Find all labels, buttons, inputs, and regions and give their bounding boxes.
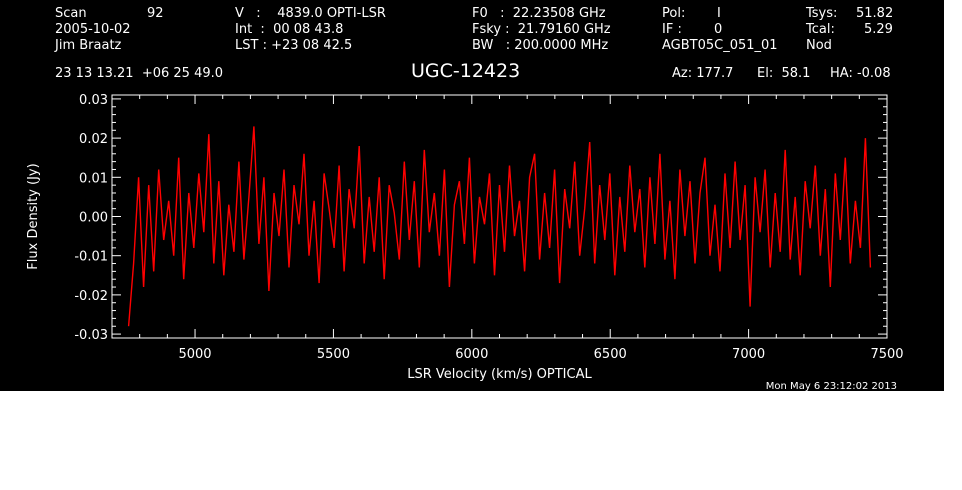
x-axis-label: LSR Velocity (km/s) OPTICAL [407, 367, 592, 382]
y-axis-label: Flux Density (Jy) [26, 163, 41, 269]
hour-angle: HA: -0.08 [830, 66, 891, 81]
scan-label: Scan [55, 6, 87, 21]
x-tick-label: 7000 [732, 347, 765, 362]
tcal-label: Tcal: [806, 22, 835, 37]
pol-value: I [717, 6, 721, 21]
y-tick-label: -0.01 [74, 250, 108, 265]
source-coordinates: 23 13 13.21 +06 25 49.0 [55, 66, 224, 81]
project-id: AGBT05C_051_01 [662, 38, 778, 53]
x-tick-label: 7500 [870, 347, 903, 362]
if-value: 0 [714, 22, 723, 37]
velocity-line: V : 4839.0 OPTI-LSR [235, 6, 386, 21]
scan-value: 92 [147, 6, 164, 21]
elevation: El: 58.1 [757, 66, 811, 81]
y-tick-label: -0.03 [74, 328, 108, 343]
spectrum-chart: 5000 5500 6000 6500 7000 7500 -0.03 -0.02 -0.01 0… [26, 93, 904, 391]
pol-label: Pol: [662, 6, 686, 21]
observation-date: 2005-10-02 [55, 22, 131, 37]
y-tick-label: 0.02 [79, 132, 108, 147]
tsys-value: 51.82 [856, 6, 894, 21]
bandwidth-line: BW : 200.0000 MHz [472, 38, 609, 53]
spectrum-series-line [127, 126, 872, 327]
if-label: IF : [662, 22, 682, 37]
y-tick-label: -0.02 [74, 289, 108, 304]
series-layer [127, 126, 872, 327]
observer-name: Jim Braatz [55, 38, 122, 53]
x-tick-label: 6500 [594, 347, 627, 362]
plot-panel: Scan 92 2005-10-02 Jim Braatz V : 4839.0… [0, 0, 944, 391]
azimuth: Az: 177.7 [672, 66, 734, 81]
x-tick-label: 6000 [455, 347, 488, 362]
y-tick-label: 0.01 [79, 171, 108, 186]
f0-line: F0 : 22.23508 GHz [472, 6, 606, 21]
source-name: UGC-12423 [411, 60, 521, 82]
lst-line: LST : +23 08 42.5 [235, 38, 353, 53]
plot-timestamp: Mon May 6 23:12:02 2013 [766, 381, 897, 391]
tick-layer: 5000 5500 6000 6500 7000 7500 -0.03 -0.02 -0.01 0… [74, 93, 903, 362]
tsys-label: Tsys: [806, 6, 838, 21]
x-tick-label: 5500 [317, 347, 350, 362]
integration-line: Int : 00 08 43.8 [235, 22, 344, 37]
x-tick-label: 5000 [178, 347, 211, 362]
tcal-value: 5.29 [864, 22, 893, 37]
observing-mode: Nod [806, 38, 832, 53]
y-tick-label: 0.03 [79, 93, 108, 108]
fsky-line: Fsky : 21.79160 GHz [472, 22, 611, 37]
y-tick-label: 0.00 [79, 211, 108, 226]
